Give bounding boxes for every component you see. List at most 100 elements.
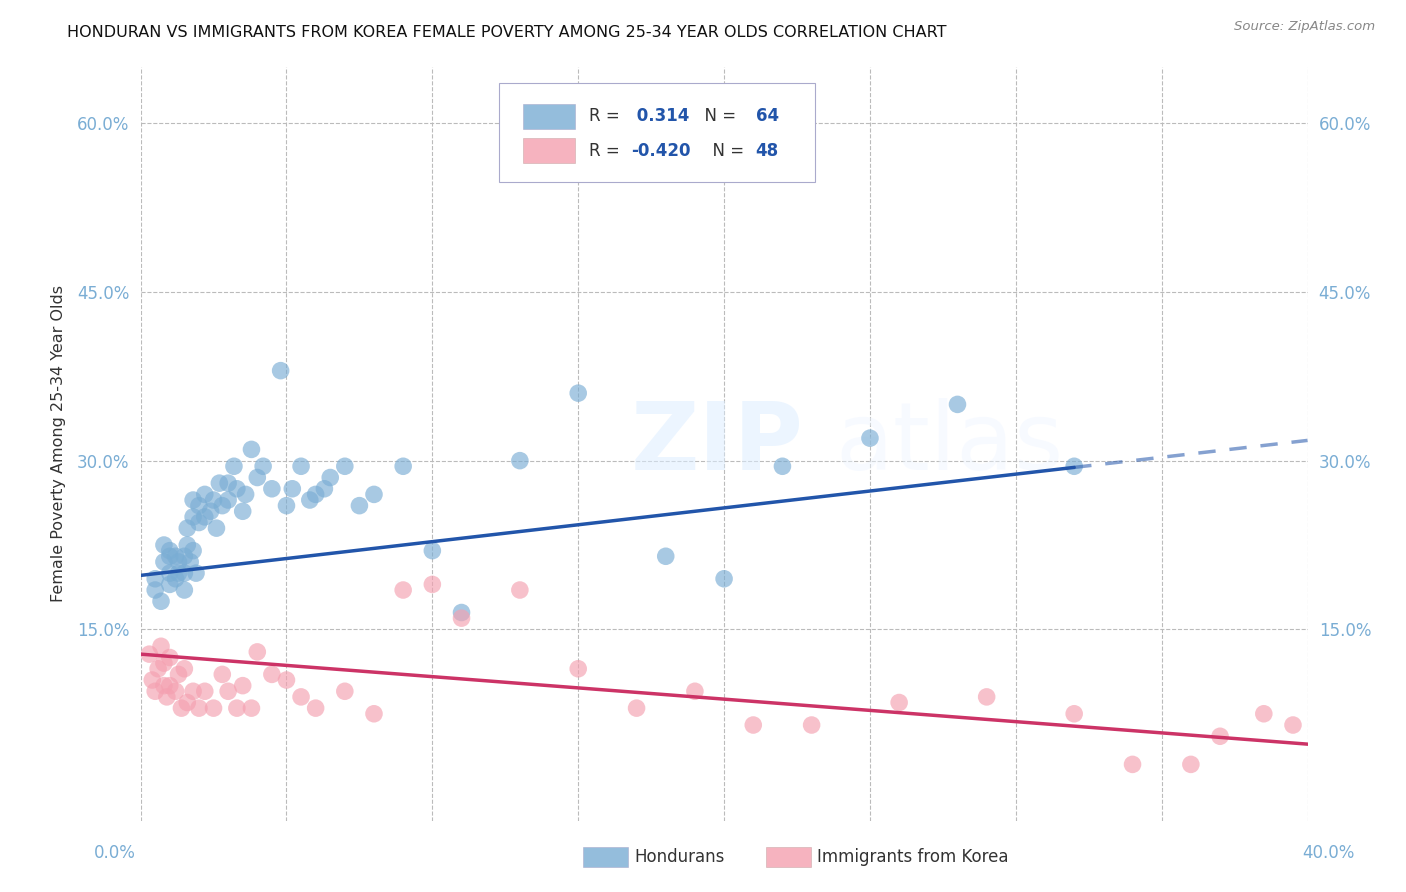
Text: R =: R = <box>589 142 624 160</box>
Point <box>176 696 198 710</box>
Point <box>211 499 233 513</box>
Point <box>165 572 187 586</box>
Point <box>179 555 201 569</box>
Text: ZIP: ZIP <box>631 398 804 490</box>
Point <box>772 459 794 474</box>
Point <box>1209 729 1232 743</box>
Text: N =: N = <box>702 142 749 160</box>
Point <box>363 706 385 721</box>
Point <box>742 718 765 732</box>
Point <box>153 538 176 552</box>
Point <box>305 487 328 501</box>
Text: Source: ZipAtlas.com: Source: ZipAtlas.com <box>1234 20 1375 33</box>
Point <box>889 696 911 710</box>
Point <box>143 572 166 586</box>
Point <box>281 482 304 496</box>
Point <box>290 690 312 704</box>
Point <box>450 611 472 625</box>
Point <box>235 487 257 501</box>
Point <box>181 543 204 558</box>
Text: atlas: atlas <box>835 398 1063 490</box>
Point <box>173 662 195 676</box>
Point <box>422 543 444 558</box>
Point <box>225 701 247 715</box>
Point <box>159 549 181 564</box>
Point <box>138 647 160 661</box>
Point <box>194 684 217 698</box>
Point <box>217 476 239 491</box>
Point <box>165 684 187 698</box>
Text: HONDURAN VS IMMIGRANTS FROM KOREA FEMALE POVERTY AMONG 25-34 YEAR OLDS CORRELATI: HONDURAN VS IMMIGRANTS FROM KOREA FEMALE… <box>67 25 948 40</box>
Point <box>146 662 169 676</box>
Point <box>232 504 254 518</box>
Point <box>683 684 706 698</box>
Point <box>176 538 198 552</box>
Point <box>150 640 173 654</box>
Point <box>298 493 321 508</box>
Point <box>509 453 531 467</box>
Point <box>167 555 190 569</box>
Point <box>305 701 328 715</box>
Point <box>240 701 263 715</box>
Point <box>976 690 998 704</box>
Text: -0.420: -0.420 <box>631 142 690 160</box>
Point <box>181 493 204 508</box>
Point <box>143 582 166 597</box>
Point <box>270 364 292 378</box>
Point <box>143 684 166 698</box>
Point <box>392 582 415 597</box>
FancyBboxPatch shape <box>523 103 575 128</box>
Point <box>260 482 283 496</box>
Point <box>208 476 231 491</box>
Point <box>153 679 176 693</box>
Point <box>176 521 198 535</box>
Text: N =: N = <box>693 107 741 125</box>
Point <box>946 397 969 411</box>
Text: 0.0%: 0.0% <box>94 844 136 862</box>
Point <box>153 555 176 569</box>
Point <box>1180 757 1202 772</box>
Point <box>1282 718 1305 732</box>
Point <box>1122 757 1144 772</box>
Point <box>211 667 233 681</box>
Point <box>314 482 336 496</box>
Point <box>626 701 648 715</box>
Point <box>194 509 217 524</box>
Point <box>188 499 211 513</box>
Point <box>173 582 195 597</box>
Point <box>167 667 190 681</box>
Point <box>202 701 225 715</box>
Point <box>333 684 356 698</box>
Point <box>202 493 225 508</box>
FancyBboxPatch shape <box>499 84 815 182</box>
Text: R =: R = <box>589 107 624 125</box>
Point <box>1063 459 1085 474</box>
Text: 40.0%: 40.0% <box>1302 844 1355 862</box>
Point <box>217 493 239 508</box>
Point <box>252 459 274 474</box>
Point <box>167 566 190 581</box>
Y-axis label: Female Poverty Among 25-34 Year Olds: Female Poverty Among 25-34 Year Olds <box>51 285 66 602</box>
Point <box>422 577 444 591</box>
Point <box>450 606 472 620</box>
Point <box>170 701 193 715</box>
Point <box>150 594 173 608</box>
Point <box>240 442 263 457</box>
Point <box>159 679 181 693</box>
Point <box>181 509 204 524</box>
Point <box>1253 706 1275 721</box>
Point <box>159 650 181 665</box>
Point <box>159 543 181 558</box>
Point <box>141 673 163 687</box>
Point <box>333 459 356 474</box>
Point <box>173 566 195 581</box>
Point <box>1063 706 1085 721</box>
FancyBboxPatch shape <box>523 137 575 162</box>
Point <box>363 487 385 501</box>
Point <box>859 431 882 445</box>
Point <box>655 549 678 564</box>
Point <box>232 679 254 693</box>
Point <box>349 499 371 513</box>
Point <box>800 718 823 732</box>
Point <box>159 566 181 581</box>
